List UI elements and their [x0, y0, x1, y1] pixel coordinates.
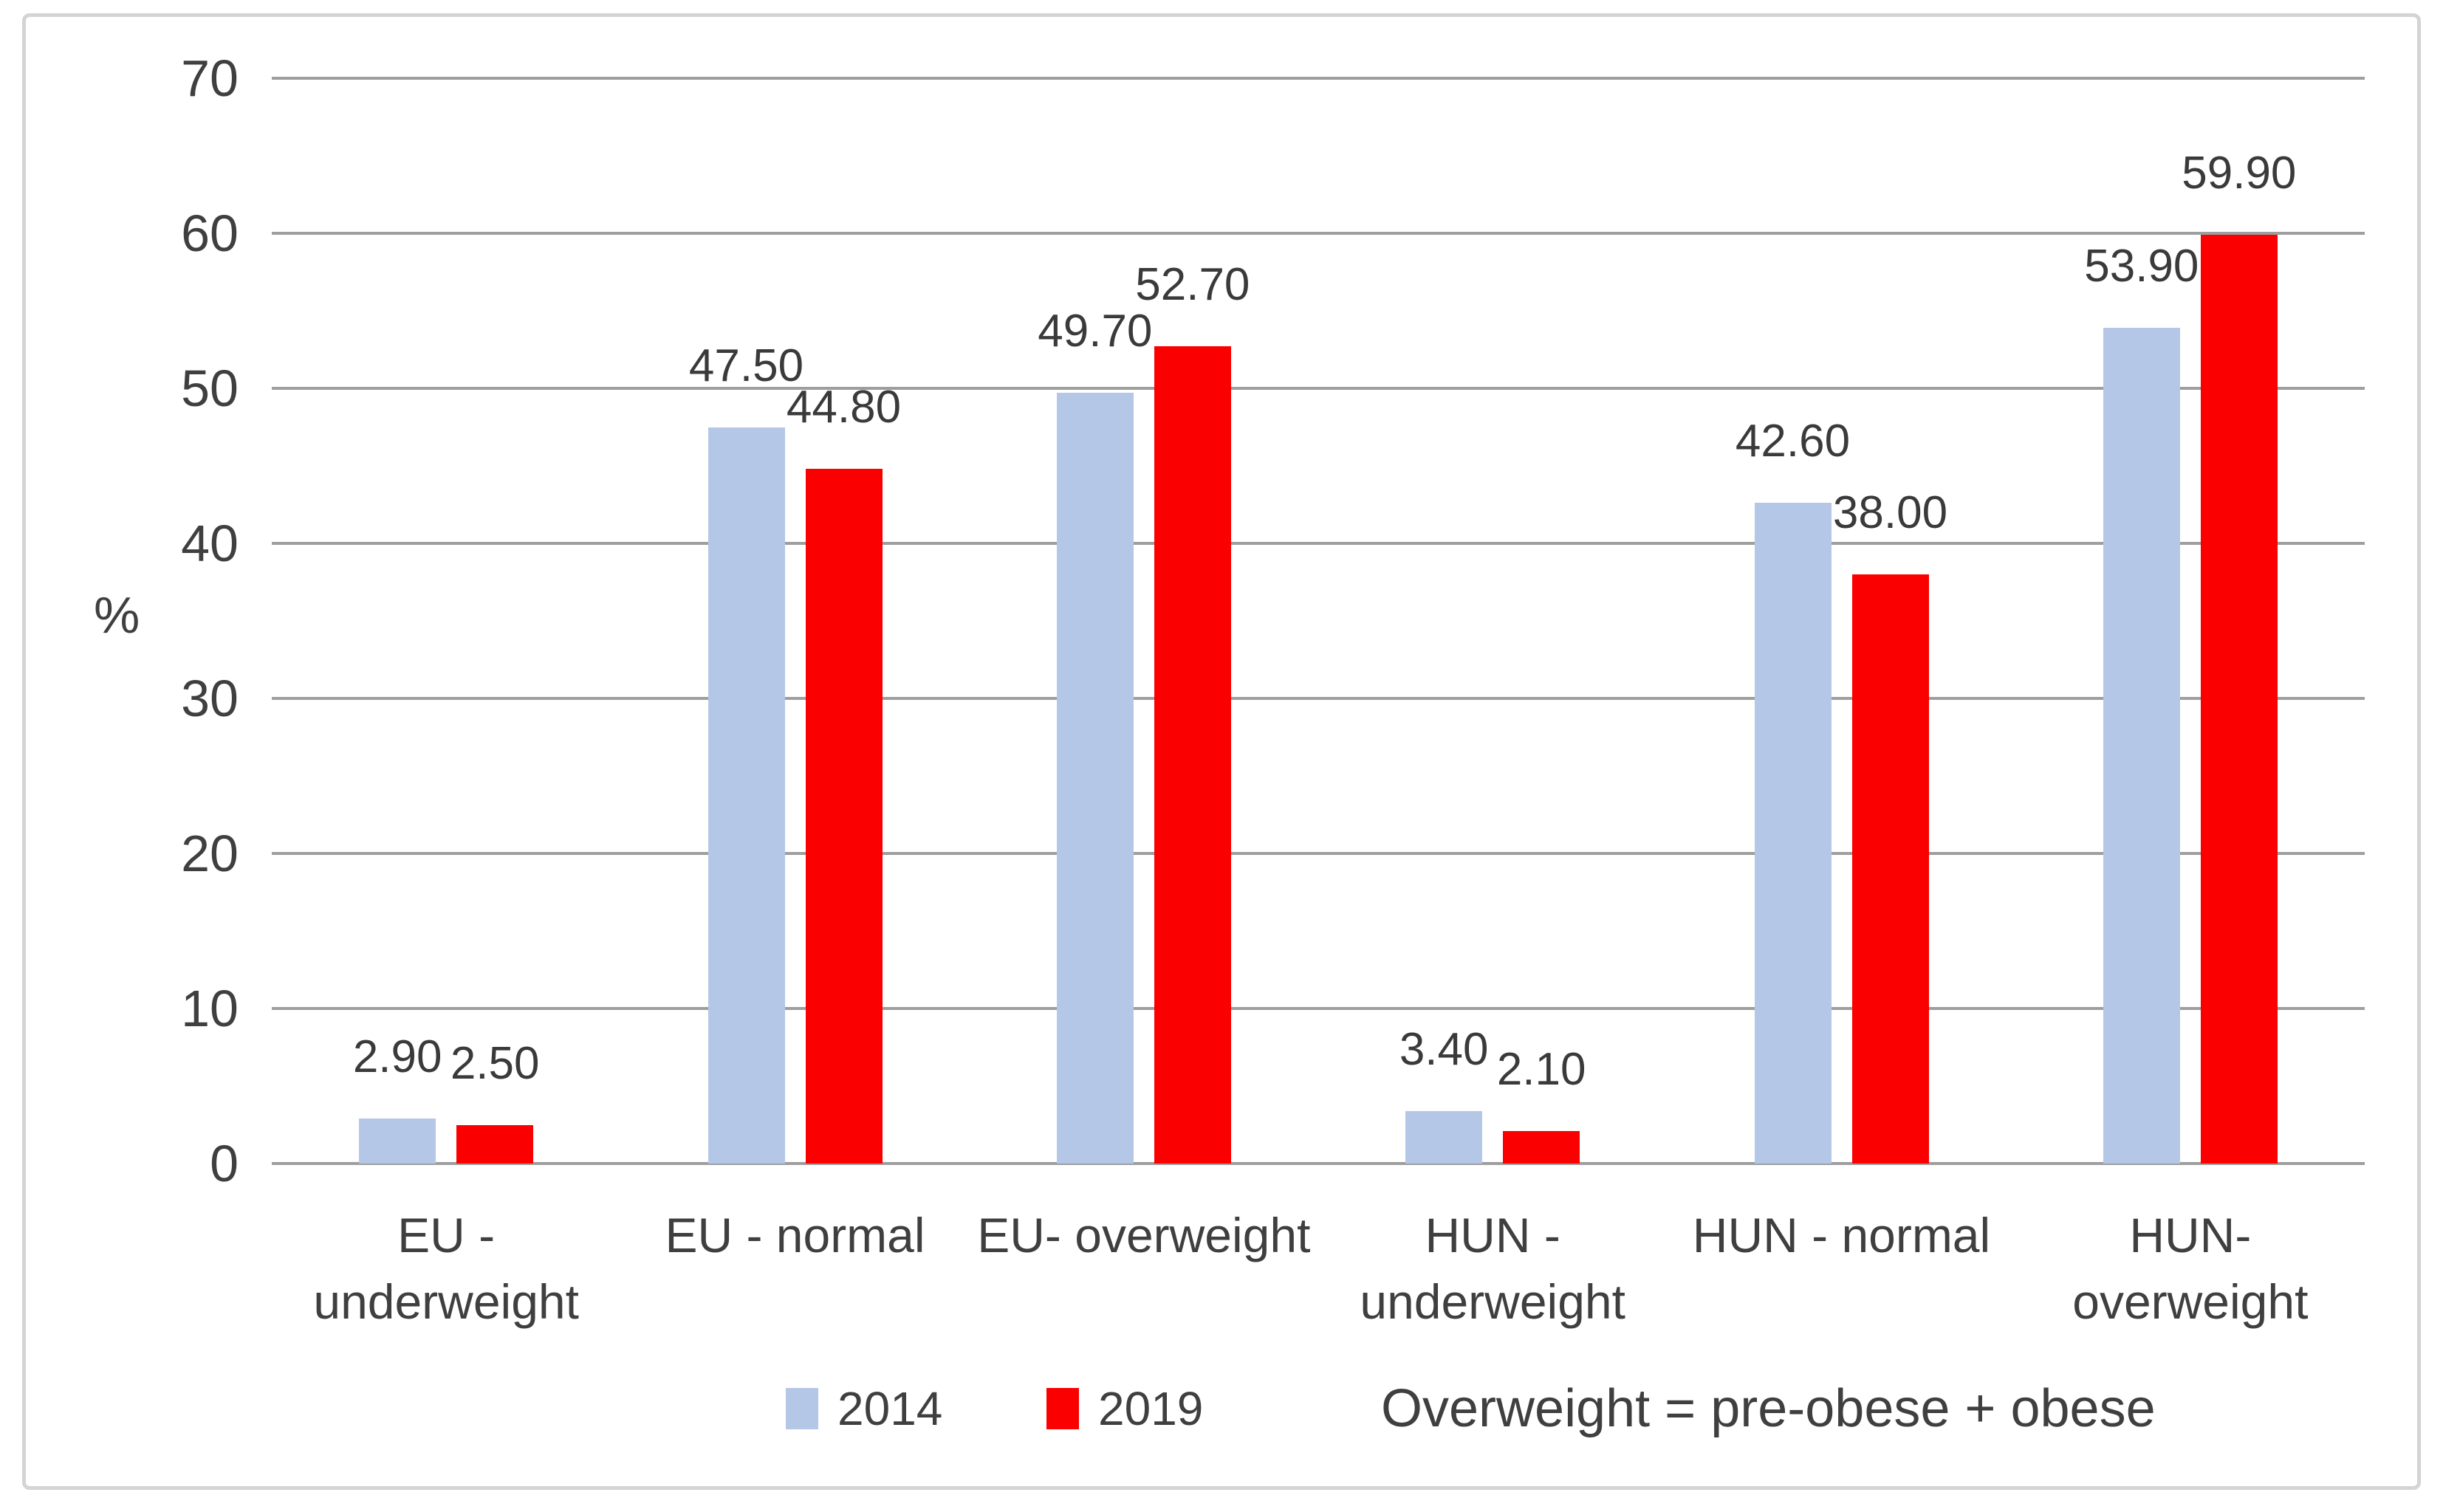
legend-item-2014: 2014: [786, 1381, 942, 1436]
y-tick-label-30: 30: [181, 670, 239, 727]
value-label-2019-hun-normal: 38.00: [1832, 487, 1948, 538]
value-label-2014-hun-underweight: 3.40: [1399, 1023, 1489, 1075]
y-tick-label-40: 40: [181, 515, 239, 572]
x-category-label-hun-overweight: HUN- overweight: [2072, 1208, 2309, 1329]
legend-item-2019: 2019: [1046, 1381, 1203, 1436]
gridline-50: [272, 387, 2365, 390]
x-category-label-eu-normal: EU - normal: [665, 1208, 925, 1262]
value-label-2014-hun-overweight: 53.90: [2084, 241, 2199, 292]
gridline-70: [272, 77, 2365, 80]
legend-swatch-2019-icon: [1046, 1388, 1079, 1429]
y-tick-label-50: 50: [181, 360, 239, 417]
value-label-2019-hun-overweight: 59.90: [2182, 148, 2297, 199]
value-label-2014-eu-normal: 47.50: [688, 340, 804, 391]
x-category-label-hun-normal: HUN - normal: [1692, 1208, 1991, 1262]
gridline-20: [272, 852, 2365, 855]
bar-2014-hun-normal: [1754, 503, 1832, 1164]
bar-2014-hun-underweight: [1405, 1110, 1483, 1164]
gridline-10: [272, 1007, 2365, 1010]
legend-swatch-2014-icon: [786, 1388, 818, 1429]
y-tick-label-70: 70: [181, 49, 239, 107]
bar-2019-hun-underweight: [1503, 1130, 1580, 1164]
bar-2014-eu-normal: [707, 427, 785, 1164]
bar-2019-eu-overweight: [1154, 346, 1231, 1164]
value-label-2019-eu-overweight: 52.70: [1135, 259, 1250, 311]
bar-2019-hun-overweight: [2200, 235, 2278, 1164]
legend-note: Overweight = pre-obese + obese: [1381, 1379, 2156, 1438]
value-label-2019-eu-normal: 44.80: [786, 382, 902, 433]
value-label-2014-eu-underweight: 2.90: [352, 1031, 442, 1083]
legend-label-2014: 2014: [837, 1382, 943, 1435]
legend-label-2019: 2019: [1098, 1382, 1204, 1435]
chart-frame: 0 10 20 30 40 50 60 70 2.90 47.50 49.70 3.40 42.60 53…: [22, 13, 2421, 1490]
value-label-2019-eu-underweight: 2.50: [450, 1037, 540, 1089]
value-label-2014-eu-overweight: 49.70: [1038, 306, 1153, 357]
bar-2014-hun-overweight: [2103, 328, 2180, 1164]
bar-2019-eu-underweight: [456, 1124, 534, 1164]
bar-2014-eu-underweight: [359, 1118, 436, 1164]
gridline-60: [272, 232, 2365, 235]
value-label-2014-hun-normal: 42.60: [1735, 416, 1851, 467]
x-category-label-hun-underweight: HUN - underweight: [1360, 1208, 1625, 1329]
bar-2014-eu-overweight: [1056, 393, 1134, 1164]
x-category-label-eu-overweight: EU- overweight: [977, 1208, 1311, 1262]
x-category-label-eu-underweight: EU - underweight: [313, 1208, 579, 1329]
y-axis-title: %: [94, 586, 140, 644]
value-label-2019-hun-underweight: 2.10: [1496, 1043, 1586, 1095]
gridline-30: [272, 697, 2365, 700]
y-tick-label-60: 60: [181, 205, 239, 262]
y-tick-label-20: 20: [181, 825, 239, 882]
bar-2019-eu-normal: [805, 469, 883, 1164]
gridline-40: [272, 542, 2365, 545]
gridline-0: [272, 1162, 2365, 1165]
y-tick-label-0: 0: [210, 1135, 239, 1192]
y-tick-label-10: 10: [181, 980, 239, 1037]
bar-2019-hun-normal: [1851, 574, 1929, 1164]
